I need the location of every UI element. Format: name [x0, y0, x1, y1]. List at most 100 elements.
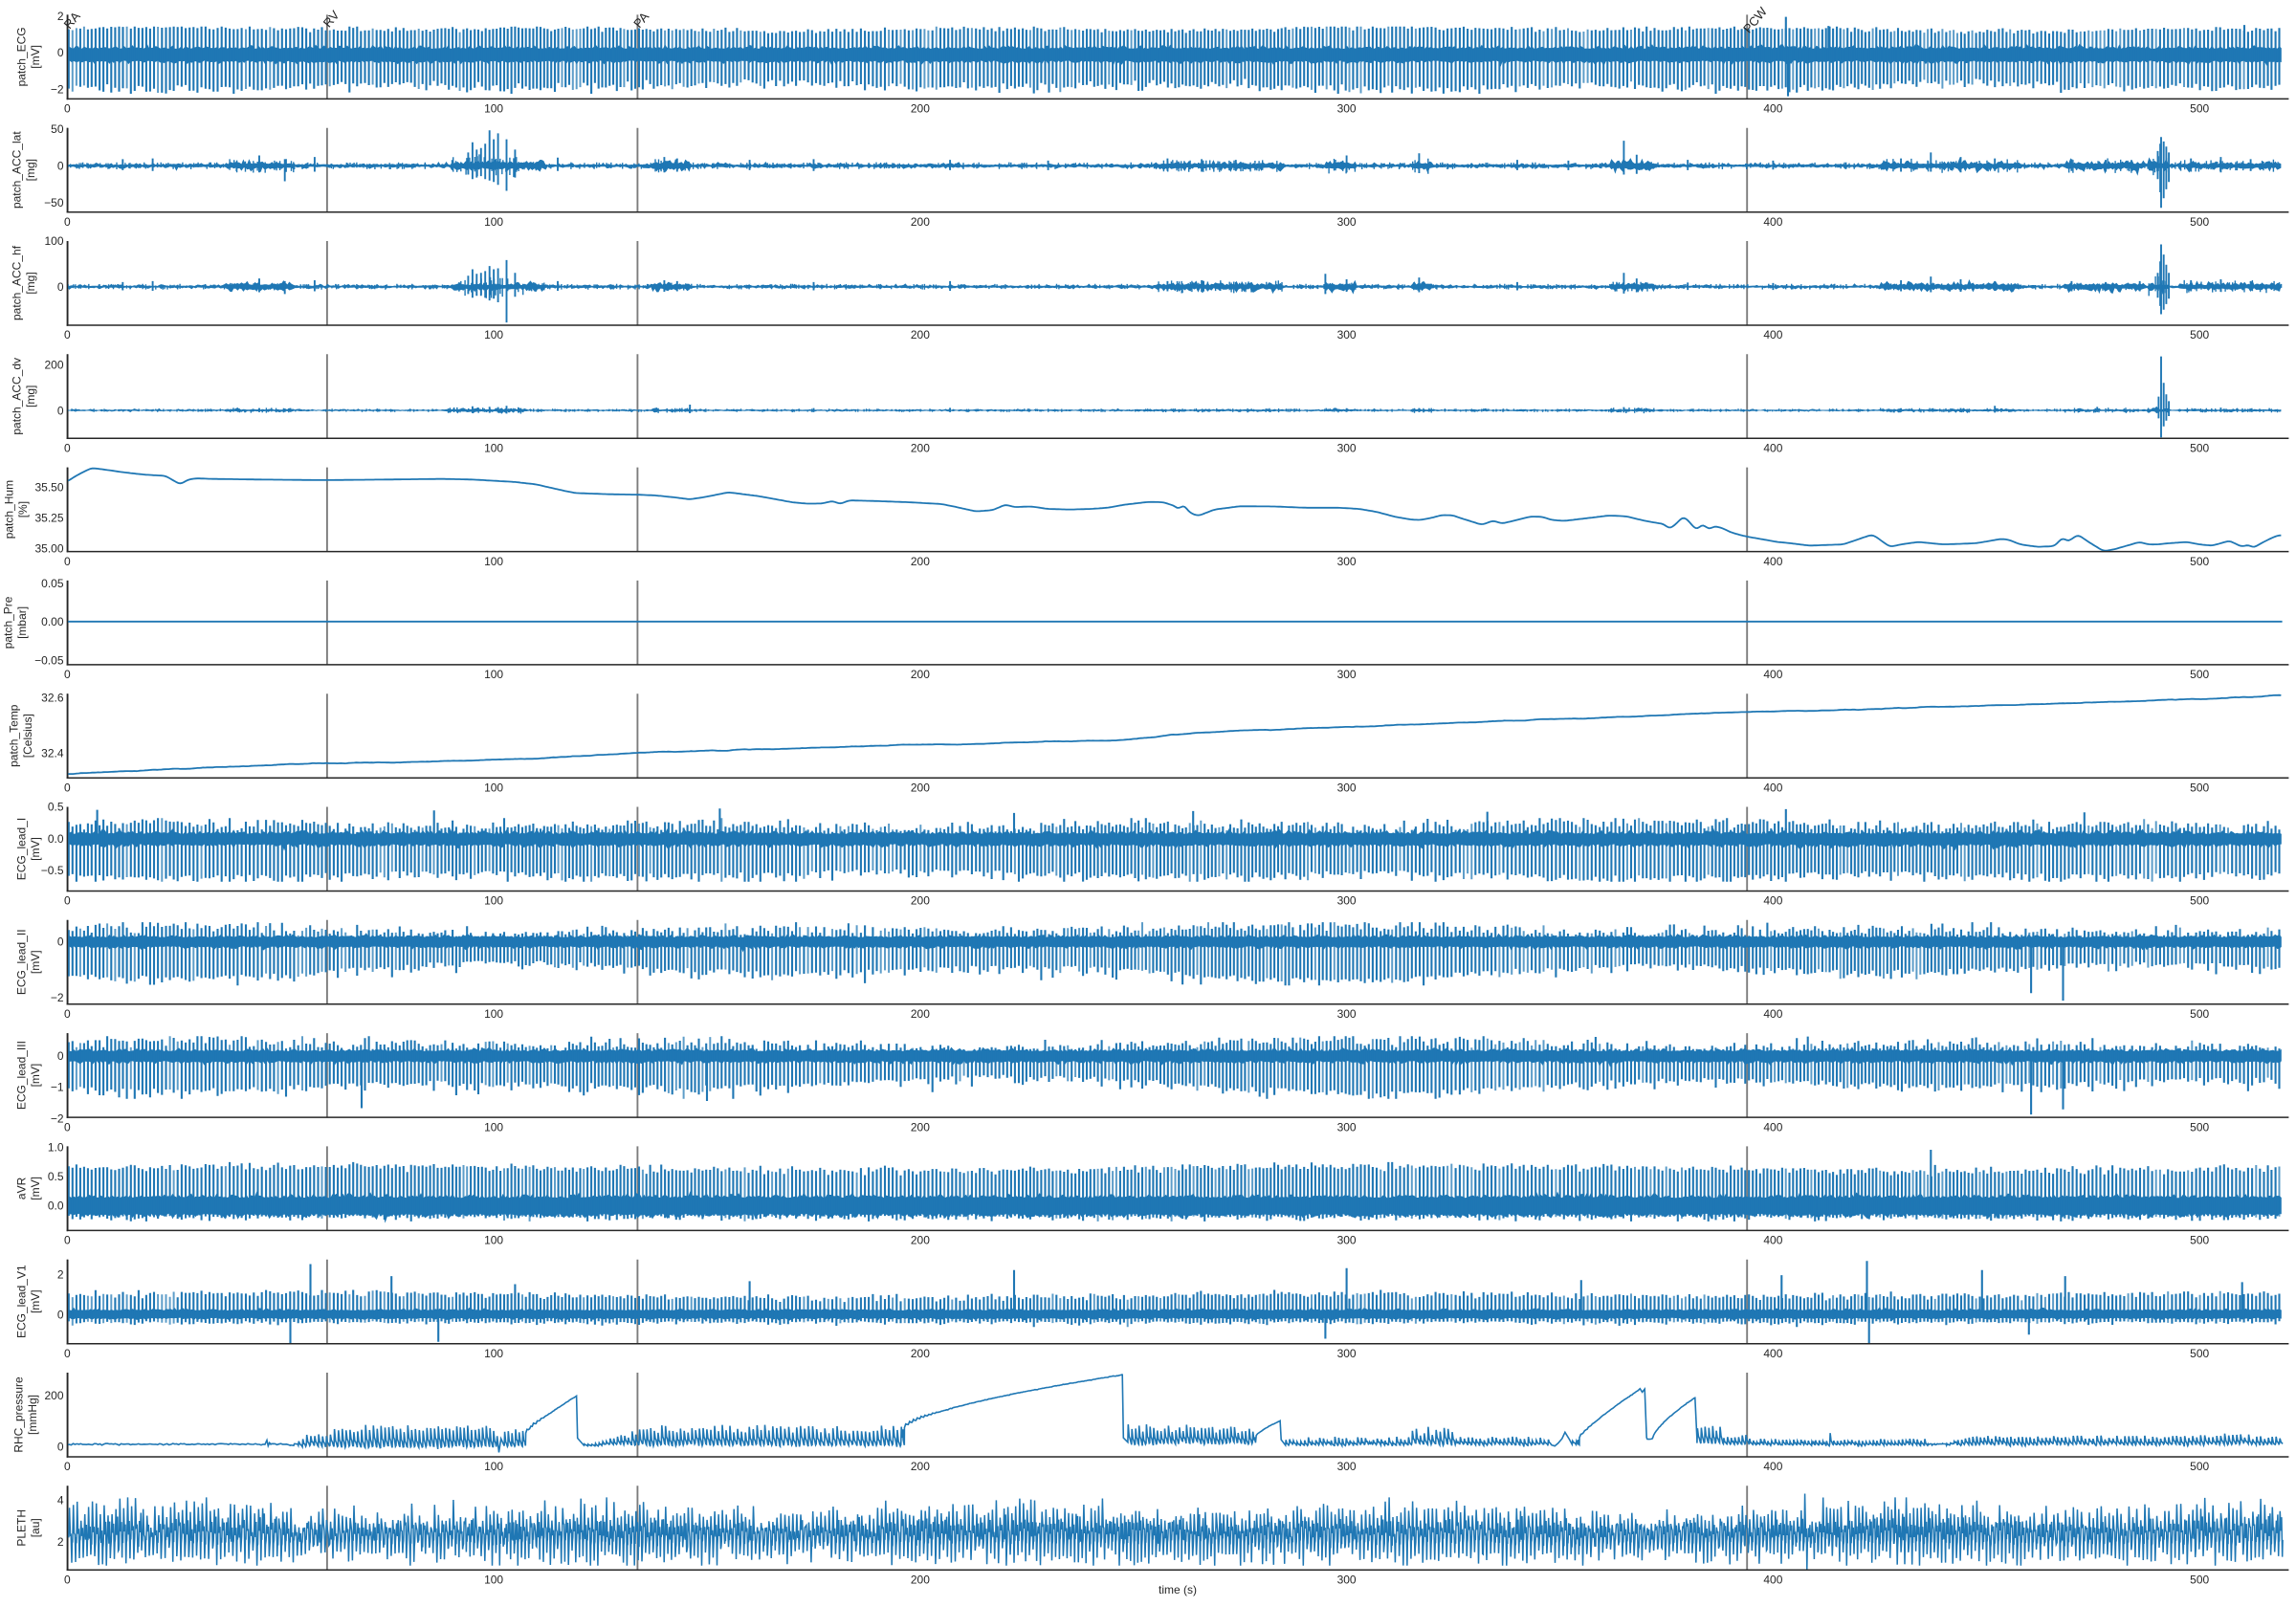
svg-text:100: 100 — [484, 1347, 503, 1360]
svg-text:100: 100 — [484, 102, 503, 116]
svg-text:0: 0 — [64, 781, 71, 794]
svg-text:0.5: 0.5 — [48, 801, 64, 814]
svg-text:−2: −2 — [51, 1112, 64, 1125]
svg-text:100: 100 — [484, 1574, 503, 1587]
svg-text:0.5: 0.5 — [48, 1170, 64, 1183]
svg-text:[mV]: [mV] — [29, 1289, 42, 1313]
svg-text:300: 300 — [1337, 328, 1357, 341]
svg-text:200: 200 — [911, 102, 930, 116]
svg-text:200: 200 — [911, 1347, 930, 1360]
svg-text:400: 400 — [1763, 668, 1782, 681]
svg-text:time (s): time (s) — [1159, 1583, 1197, 1596]
svg-text:0: 0 — [64, 102, 71, 116]
svg-text:50: 50 — [51, 122, 64, 136]
svg-text:200: 200 — [911, 1460, 930, 1473]
svg-text:400: 400 — [1763, 1007, 1782, 1021]
svg-text:300: 300 — [1337, 102, 1357, 116]
svg-text:200: 200 — [911, 1574, 930, 1587]
svg-text:0: 0 — [57, 404, 64, 417]
svg-text:500: 500 — [2190, 555, 2209, 568]
svg-text:[mV]: [mV] — [29, 1064, 42, 1088]
svg-text:100: 100 — [484, 1234, 503, 1247]
svg-text:100: 100 — [44, 234, 63, 248]
svg-text:0: 0 — [64, 1007, 71, 1021]
svg-text:500: 500 — [2190, 668, 2209, 681]
svg-text:100: 100 — [484, 555, 503, 568]
svg-text:patch_ACC_dv: patch_ACC_dv — [11, 358, 24, 435]
svg-text:0.0: 0.0 — [48, 832, 64, 846]
svg-text:[mg]: [mg] — [24, 159, 37, 181]
svg-text:500: 500 — [2190, 442, 2209, 455]
svg-text:200: 200 — [911, 1007, 930, 1021]
svg-text:100: 100 — [484, 442, 503, 455]
svg-text:[mmHg]: [mmHg] — [26, 1395, 39, 1435]
svg-text:0.0: 0.0 — [48, 1200, 64, 1213]
svg-text:100: 100 — [484, 894, 503, 908]
svg-text:400: 400 — [1763, 215, 1782, 229]
svg-text:400: 400 — [1763, 781, 1782, 794]
svg-text:200: 200 — [911, 215, 930, 229]
svg-text:0: 0 — [64, 1574, 71, 1587]
svg-text:100: 100 — [484, 668, 503, 681]
svg-text:100: 100 — [484, 1460, 503, 1473]
svg-text:0: 0 — [64, 215, 71, 229]
svg-text:400: 400 — [1763, 328, 1782, 341]
svg-text:0: 0 — [57, 935, 64, 948]
svg-text:500: 500 — [2190, 1347, 2209, 1360]
svg-text:0: 0 — [64, 668, 71, 681]
svg-text:ECG_lead_III: ECG_lead_III — [15, 1041, 29, 1110]
svg-text:0: 0 — [64, 442, 71, 455]
svg-text:−2: −2 — [51, 991, 64, 1004]
svg-text:500: 500 — [2190, 1120, 2209, 1134]
svg-text:500: 500 — [2190, 1007, 2209, 1021]
svg-text:PLETH: PLETH — [15, 1509, 29, 1547]
svg-text:0: 0 — [57, 1309, 64, 1322]
svg-text:300: 300 — [1337, 1234, 1357, 1247]
svg-text:patch_ECG: patch_ECG — [15, 27, 29, 86]
svg-text:[mV]: [mV] — [29, 1177, 42, 1200]
svg-text:RHC_pressure: RHC_pressure — [12, 1376, 26, 1453]
svg-text:0: 0 — [57, 1049, 64, 1063]
svg-text:0: 0 — [64, 555, 71, 568]
svg-text:patch_Pre: patch_Pre — [2, 596, 15, 649]
svg-text:[mbar]: [mbar] — [15, 606, 29, 639]
svg-text:35.25: 35.25 — [34, 511, 63, 524]
svg-text:400: 400 — [1763, 1460, 1782, 1473]
svg-text:400: 400 — [1763, 894, 1782, 908]
svg-text:100: 100 — [484, 328, 503, 341]
svg-text:[mV]: [mV] — [29, 45, 42, 69]
svg-text:−1: −1 — [51, 1081, 64, 1094]
svg-text:200: 200 — [911, 894, 930, 908]
svg-text:400: 400 — [1763, 102, 1782, 116]
svg-text:500: 500 — [2190, 102, 2209, 116]
svg-text:300: 300 — [1337, 215, 1357, 229]
svg-text:200: 200 — [911, 668, 930, 681]
svg-text:−50: −50 — [44, 196, 64, 209]
svg-text:ECG_lead_V1: ECG_lead_V1 — [15, 1265, 29, 1338]
svg-text:500: 500 — [2190, 1460, 2209, 1473]
svg-text:0: 0 — [57, 46, 64, 59]
svg-text:0: 0 — [64, 328, 71, 341]
svg-text:patch_Temp: patch_Temp — [8, 704, 21, 767]
svg-text:200: 200 — [911, 328, 930, 341]
svg-text:[mV]: [mV] — [29, 950, 42, 974]
svg-text:400: 400 — [1763, 1234, 1782, 1247]
svg-text:300: 300 — [1337, 1007, 1357, 1021]
svg-text:200: 200 — [911, 1120, 930, 1134]
svg-text:32.4: 32.4 — [41, 747, 64, 760]
svg-text:0: 0 — [57, 160, 64, 173]
svg-text:400: 400 — [1763, 442, 1782, 455]
svg-text:500: 500 — [2190, 894, 2209, 908]
svg-text:[mg]: [mg] — [24, 385, 37, 407]
svg-text:patch_ACC_hf: patch_ACC_hf — [11, 245, 24, 320]
svg-text:35.00: 35.00 — [34, 541, 63, 555]
svg-text:300: 300 — [1337, 442, 1357, 455]
svg-text:400: 400 — [1763, 1120, 1782, 1134]
svg-text:200: 200 — [44, 1389, 63, 1402]
svg-text:patch_ACC_lat: patch_ACC_lat — [11, 131, 24, 209]
svg-text:−2: −2 — [51, 82, 64, 96]
svg-text:500: 500 — [2190, 215, 2209, 229]
svg-text:300: 300 — [1337, 1574, 1357, 1587]
svg-text:400: 400 — [1763, 1574, 1782, 1587]
svg-text:500: 500 — [2190, 1574, 2209, 1587]
